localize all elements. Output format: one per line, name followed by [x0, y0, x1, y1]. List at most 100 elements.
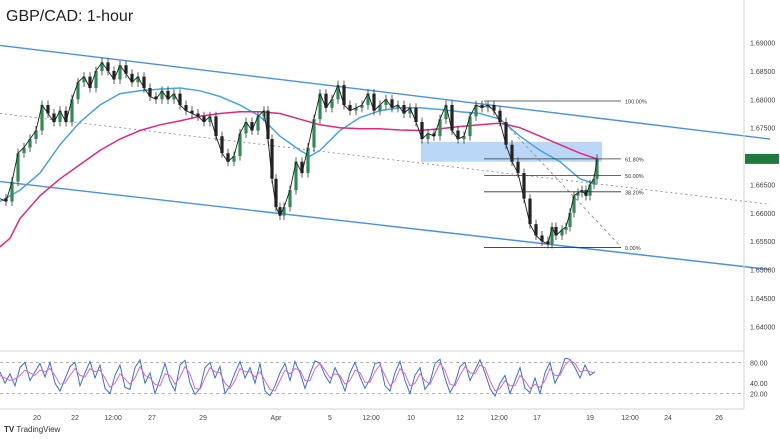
- price-candle: [312, 119, 316, 148]
- price-candle: [402, 104, 406, 114]
- price-candle: [118, 65, 122, 80]
- price-candle: [384, 99, 388, 105]
- time-tick-label: 29: [199, 415, 207, 422]
- price-candle: [528, 198, 532, 225]
- price-candle: [22, 147, 26, 154]
- price-candle: [486, 104, 490, 108]
- price-candle: [266, 110, 270, 140]
- price-candle: [196, 113, 200, 117]
- price-candle: [16, 153, 20, 182]
- tradingview-logo: TV TradingView: [4, 425, 60, 434]
- price-candle: [274, 178, 278, 208]
- moving-average-line-1: [0, 87, 598, 203]
- time-tick-label: 10: [407, 415, 415, 422]
- price-candle: [136, 76, 140, 83]
- price-tick-label: 1.68000: [750, 97, 775, 104]
- fib-level-label: 61.80%: [625, 157, 644, 163]
- price-candle: [595, 158, 599, 179]
- price-candle: [444, 104, 448, 120]
- price-candle: [250, 122, 254, 131]
- price-candle: [450, 104, 454, 131]
- oscillator-pane: [0, 357, 744, 398]
- price-tick-label: 1.64500: [750, 296, 775, 303]
- price-candle: [554, 226, 558, 236]
- time-tick-label: 12:00: [490, 415, 508, 422]
- price-candle: [390, 99, 394, 108]
- price-candle: [148, 87, 152, 97]
- price-candle: [112, 70, 116, 80]
- time-tick-label: 12: [456, 415, 464, 422]
- time-tick-label: 12:00: [621, 415, 639, 422]
- time-tick-label: 17: [533, 415, 541, 422]
- price-candle: [348, 104, 352, 111]
- price-candle: [278, 207, 282, 216]
- price-candle: [232, 156, 236, 162]
- price-candle: [172, 93, 176, 100]
- price-candle: [94, 70, 98, 88]
- price-candle: [10, 181, 14, 202]
- price-candle: [378, 104, 382, 111]
- price-candle: [88, 76, 92, 88]
- time-tick-label: 22: [71, 415, 79, 422]
- price-candle: [220, 136, 224, 154]
- price-candle: [76, 82, 80, 100]
- price-candle: [572, 195, 576, 213]
- oscillator-d-line: [0, 359, 596, 392]
- price-candle: [504, 122, 508, 145]
- price-candle: [256, 116, 260, 131]
- logo-glyph: TV: [4, 425, 15, 434]
- fib-level-label: 50.00%: [625, 174, 644, 180]
- price-candle: [516, 161, 520, 174]
- price-candle: [160, 90, 164, 100]
- time-tick-label: 24: [664, 415, 672, 422]
- price-candle: [568, 212, 572, 227]
- price-candle: [456, 130, 460, 140]
- channel-midline: [0, 112, 771, 205]
- price-candle: [576, 192, 580, 196]
- price-tick-label: 1.65500: [750, 239, 775, 246]
- price-candle: [432, 133, 436, 137]
- price-candle: [462, 136, 466, 140]
- price-candle: [46, 104, 50, 114]
- price-candle: [474, 104, 478, 117]
- price-candle: [244, 122, 248, 134]
- price-candle: [498, 110, 502, 123]
- price-candle: [202, 116, 206, 123]
- price-candle: [184, 104, 188, 111]
- price-candle: [560, 229, 564, 236]
- price-candle: [106, 62, 110, 71]
- price-candle: [154, 96, 158, 100]
- price-candle: [288, 190, 292, 208]
- price-candle: [166, 90, 170, 100]
- price-candle: [294, 161, 298, 191]
- time-tick-label: 12:00: [362, 415, 380, 422]
- price-candle: [592, 178, 596, 185]
- price-candle: [64, 110, 68, 123]
- time-tick-label: 26: [715, 415, 723, 422]
- channel-upper-line: [0, 44, 771, 140]
- price-candle: [82, 76, 86, 83]
- price-candle: [540, 235, 544, 242]
- price-candle: [468, 116, 472, 137]
- price-candle: [238, 133, 242, 157]
- current-price-marker: [745, 153, 779, 164]
- price-candle: [366, 93, 370, 105]
- time-tick-label: 19: [586, 415, 594, 422]
- price-candle: [354, 107, 358, 111]
- price-candle: [480, 104, 484, 108]
- price-candle: [306, 147, 310, 174]
- price-candle: [142, 76, 146, 88]
- fib-level-label: 100.00%: [625, 100, 647, 106]
- price-candle: [420, 122, 424, 140]
- price-candle: [564, 226, 568, 230]
- price-candle: [550, 226, 554, 245]
- price-tick-label: 1.64000: [750, 324, 775, 331]
- price-tick-label: 1.65000: [750, 268, 775, 275]
- price-line: [0, 61, 598, 245]
- logo-text: TradingView: [16, 425, 61, 434]
- price-tick-label: 1.66500: [750, 182, 775, 189]
- oscillator-tick-label: 40.00: [750, 381, 768, 388]
- time-tick-label: 27: [148, 415, 156, 422]
- price-candle: [40, 104, 44, 131]
